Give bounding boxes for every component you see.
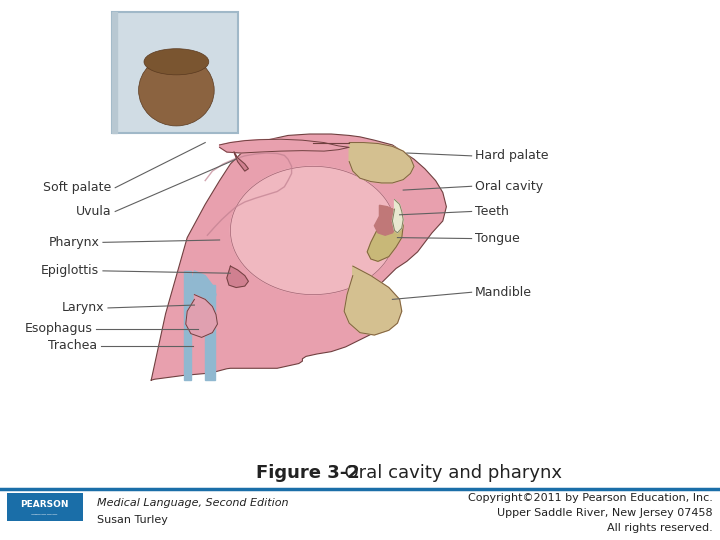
Polygon shape bbox=[227, 266, 248, 287]
Polygon shape bbox=[349, 143, 414, 183]
Polygon shape bbox=[112, 12, 117, 133]
Polygon shape bbox=[230, 166, 396, 295]
Polygon shape bbox=[151, 134, 446, 380]
Text: PEARSON: PEARSON bbox=[20, 501, 69, 509]
FancyBboxPatch shape bbox=[7, 494, 83, 522]
Polygon shape bbox=[187, 271, 216, 314]
Text: Teeth: Teeth bbox=[475, 205, 509, 218]
Text: Mandible: Mandible bbox=[475, 286, 532, 299]
Text: Trachea: Trachea bbox=[48, 340, 97, 353]
Text: Uvula: Uvula bbox=[76, 205, 112, 218]
Text: Hard palate: Hard palate bbox=[475, 150, 549, 163]
Text: —————: ————— bbox=[31, 512, 58, 518]
Text: Epiglottis: Epiglottis bbox=[41, 265, 99, 278]
Text: Esophagus: Esophagus bbox=[24, 322, 92, 335]
Text: Oral cavity and pharynx: Oral cavity and pharynx bbox=[333, 463, 562, 482]
Text: Medical Language, Second Edition: Medical Language, Second Edition bbox=[97, 498, 289, 508]
Polygon shape bbox=[374, 205, 398, 235]
Text: Oral cavity: Oral cavity bbox=[475, 180, 544, 193]
Polygon shape bbox=[367, 207, 403, 261]
Text: All rights reserved.: All rights reserved. bbox=[607, 523, 713, 532]
FancyBboxPatch shape bbox=[112, 12, 238, 133]
Text: Copyright©2011 by Pearson Education, Inc.: Copyright©2011 by Pearson Education, Inc… bbox=[468, 493, 713, 503]
Polygon shape bbox=[220, 139, 349, 153]
Polygon shape bbox=[186, 295, 217, 338]
Text: Soft palate: Soft palate bbox=[43, 181, 112, 194]
Ellipse shape bbox=[139, 55, 215, 126]
Text: Susan Turley: Susan Turley bbox=[97, 515, 168, 525]
Text: Tongue: Tongue bbox=[475, 232, 520, 245]
Text: Pharynx: Pharynx bbox=[48, 236, 99, 249]
Text: Upper Saddle River, New Jersey 07458: Upper Saddle River, New Jersey 07458 bbox=[498, 508, 713, 518]
Polygon shape bbox=[184, 271, 191, 380]
Text: Larynx: Larynx bbox=[62, 301, 104, 314]
Polygon shape bbox=[205, 285, 215, 380]
Ellipse shape bbox=[144, 49, 209, 75]
Polygon shape bbox=[234, 152, 248, 171]
Text: Figure 3-2: Figure 3-2 bbox=[256, 463, 359, 482]
Polygon shape bbox=[344, 266, 402, 335]
Polygon shape bbox=[392, 200, 403, 233]
